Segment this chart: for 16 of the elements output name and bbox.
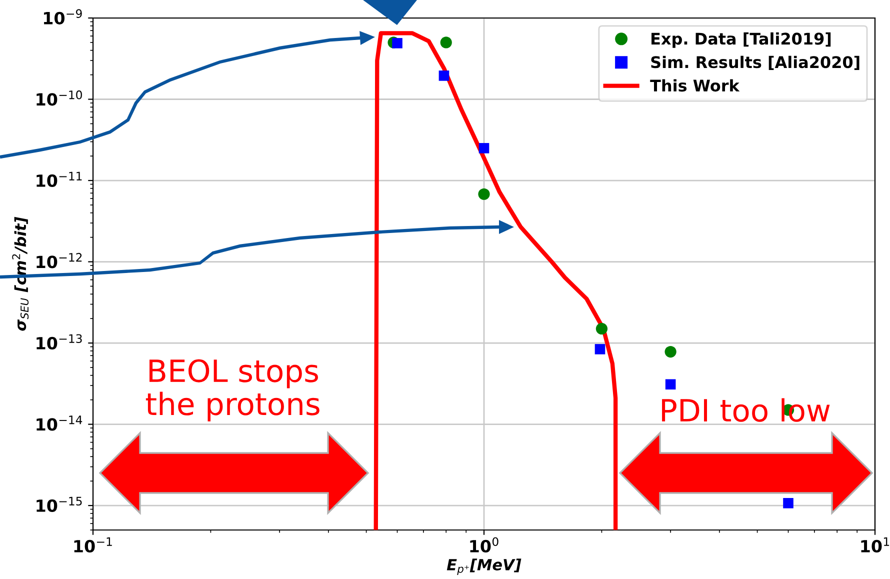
legend-label: Sim. Results [Alia2020] [651, 56, 860, 70]
legend-label: This Work [650, 79, 740, 92]
y-axis-title: σ$_{SEU}$ [cm$^{2}$/bit] [12, 216, 29, 331]
y-tick-label: 10$^{−13}$ [36, 334, 82, 350]
y-tick-label: 10$^{−15}$ [36, 496, 82, 512]
x-tick-label: 10$^{1}$ [861, 537, 890, 553]
x-axis-title: E$_{p⁺}$[MeV] [446, 558, 522, 575]
y-tick-label: 10$^{−12}$ [36, 252, 82, 268]
annotation: BEOL stops the protons [146, 359, 320, 422]
legend-label: Exp. Data [Tali2019] [652, 32, 831, 48]
y-tick-label: 10$^{−10}$ [36, 90, 82, 106]
y-tick-label: 10$^{−9}$ [44, 9, 82, 24]
y-tick-label: 10$^{−11}$ [36, 172, 82, 187]
y-tick-label: 10$^{−14}$ [36, 416, 82, 431]
x-tick-label: 10$^{−1}$ [74, 537, 112, 553]
x-tick-label: 10$^{0}$ [470, 537, 498, 552]
